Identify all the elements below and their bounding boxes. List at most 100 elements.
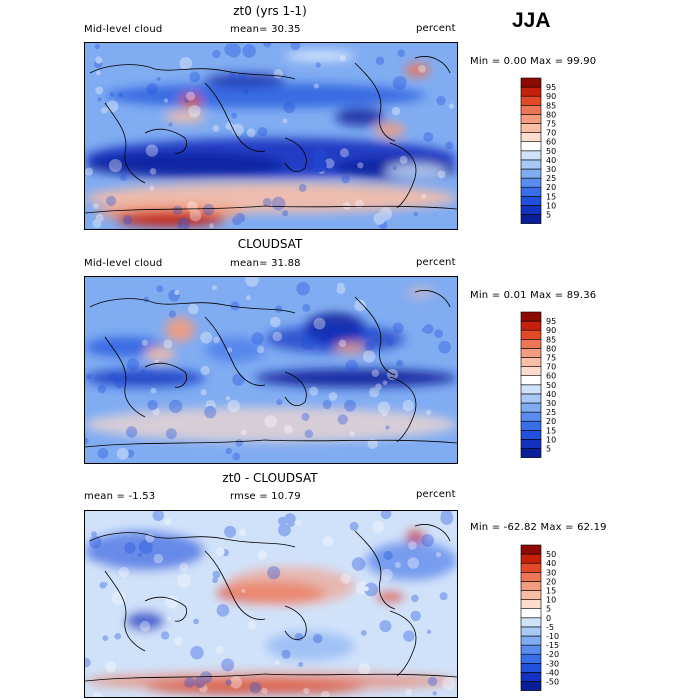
texture-speck (392, 165, 397, 170)
texture-speck (153, 553, 164, 564)
colorbar-tick-label: 75 (546, 354, 556, 363)
texture-speck (183, 97, 190, 104)
texture-speck (295, 519, 302, 526)
field-region (180, 95, 202, 107)
texture-speck (209, 223, 214, 229)
field-region (405, 63, 430, 77)
texture-speck (213, 336, 220, 344)
colorbar-swatch (520, 186, 542, 197)
mean-stat: mean= 31.88 (230, 258, 301, 269)
texture-speck (245, 295, 251, 301)
texture-speck (367, 438, 378, 450)
texture-speck (300, 336, 315, 351)
texture-speck (235, 212, 246, 223)
texture-speck (179, 56, 193, 70)
texture-speck (263, 43, 272, 48)
texture-speck (143, 296, 149, 303)
colorbar-tick-label: 30 (546, 399, 556, 408)
texture-speck (341, 174, 350, 184)
texture-speck (189, 71, 201, 83)
texture-speck (96, 70, 101, 76)
texture-speck (361, 327, 372, 338)
colorbar-swatch (520, 571, 542, 582)
texture-speck (99, 581, 107, 589)
texture-speck (336, 282, 345, 291)
texture-speck (212, 285, 217, 291)
field-region (85, 153, 285, 178)
texture-speck (339, 148, 349, 158)
texture-speck (356, 581, 370, 595)
texture-speck (345, 359, 358, 372)
texture-speck (122, 214, 133, 225)
colorbar-swatch (520, 402, 542, 413)
texture-speck (168, 399, 183, 413)
texture-speck (246, 128, 256, 138)
colorbar-swatch (520, 177, 542, 188)
units-label: percent (416, 23, 456, 34)
colorbar-swatch (520, 448, 542, 458)
colorbar-swatch (520, 384, 542, 395)
texture-speck (94, 43, 100, 50)
texture-speck (225, 679, 232, 686)
texture-speck (340, 573, 351, 584)
texture-speck (363, 586, 369, 592)
texture-speck (349, 430, 355, 437)
texture-speck (186, 201, 198, 213)
texture-speck (318, 167, 325, 174)
colorbar-tick-label: 50 (546, 381, 556, 390)
texture-speck (230, 301, 240, 311)
texture-speck (118, 92, 124, 98)
texture-speck (91, 531, 97, 538)
texture-speck (160, 631, 170, 640)
texture-speck (421, 533, 434, 547)
texture-speck (243, 88, 249, 95)
texture-speck (349, 521, 359, 531)
texture-speck (381, 568, 393, 581)
texture-speck (236, 72, 247, 83)
field-region (375, 123, 405, 137)
colorbar-swatch (520, 168, 542, 179)
colorbar-tick-label: 20 (546, 183, 556, 192)
colorbar-swatch (520, 150, 542, 161)
colorbar-tick-label: 85 (546, 335, 556, 344)
texture-speck (168, 310, 177, 318)
colorbar: 50 40 30 20 15 10 5 0 -5 -10 -15 -20 -30 -40 -50 (520, 544, 591, 695)
field-region (285, 51, 355, 61)
texture-speck (216, 547, 225, 557)
colorbar-tick-label: 10 (546, 596, 556, 605)
texture-speck (426, 629, 432, 634)
colorbar-swatch (520, 104, 542, 115)
texture-speck (423, 131, 434, 142)
coastlines (85, 290, 457, 448)
texture-speck (118, 566, 130, 578)
field-region (265, 631, 355, 661)
texture-speck (95, 56, 103, 64)
colorbar-tick-label: -50 (546, 678, 559, 687)
texture-speck (212, 125, 220, 132)
colorbar-swatch (520, 357, 542, 367)
colorbar-swatch (520, 77, 542, 88)
texture-speck (156, 77, 161, 82)
texture-speck (382, 380, 388, 385)
field-region (85, 337, 165, 357)
texture-speck (204, 406, 217, 419)
coastlines (85, 524, 457, 682)
texture-speck (271, 196, 286, 211)
texture-speck (172, 205, 183, 215)
texture-speck (179, 562, 189, 572)
texture-speck (93, 203, 99, 209)
texture-speck (308, 386, 319, 396)
texture-speck (282, 210, 289, 217)
texture-speck (294, 633, 304, 642)
texture-speck (413, 211, 419, 217)
texture-speck (126, 449, 135, 458)
field-region (125, 611, 165, 631)
texture-speck (392, 322, 404, 334)
min-max-readout: Min = 0.00 Max = 99.90 (470, 56, 597, 67)
texture-speck (399, 155, 408, 164)
texture-speck (298, 661, 304, 667)
map-plot (84, 276, 458, 464)
texture-speck (394, 561, 401, 569)
texture-speck (358, 663, 371, 675)
colorbar-swatch (520, 393, 542, 404)
